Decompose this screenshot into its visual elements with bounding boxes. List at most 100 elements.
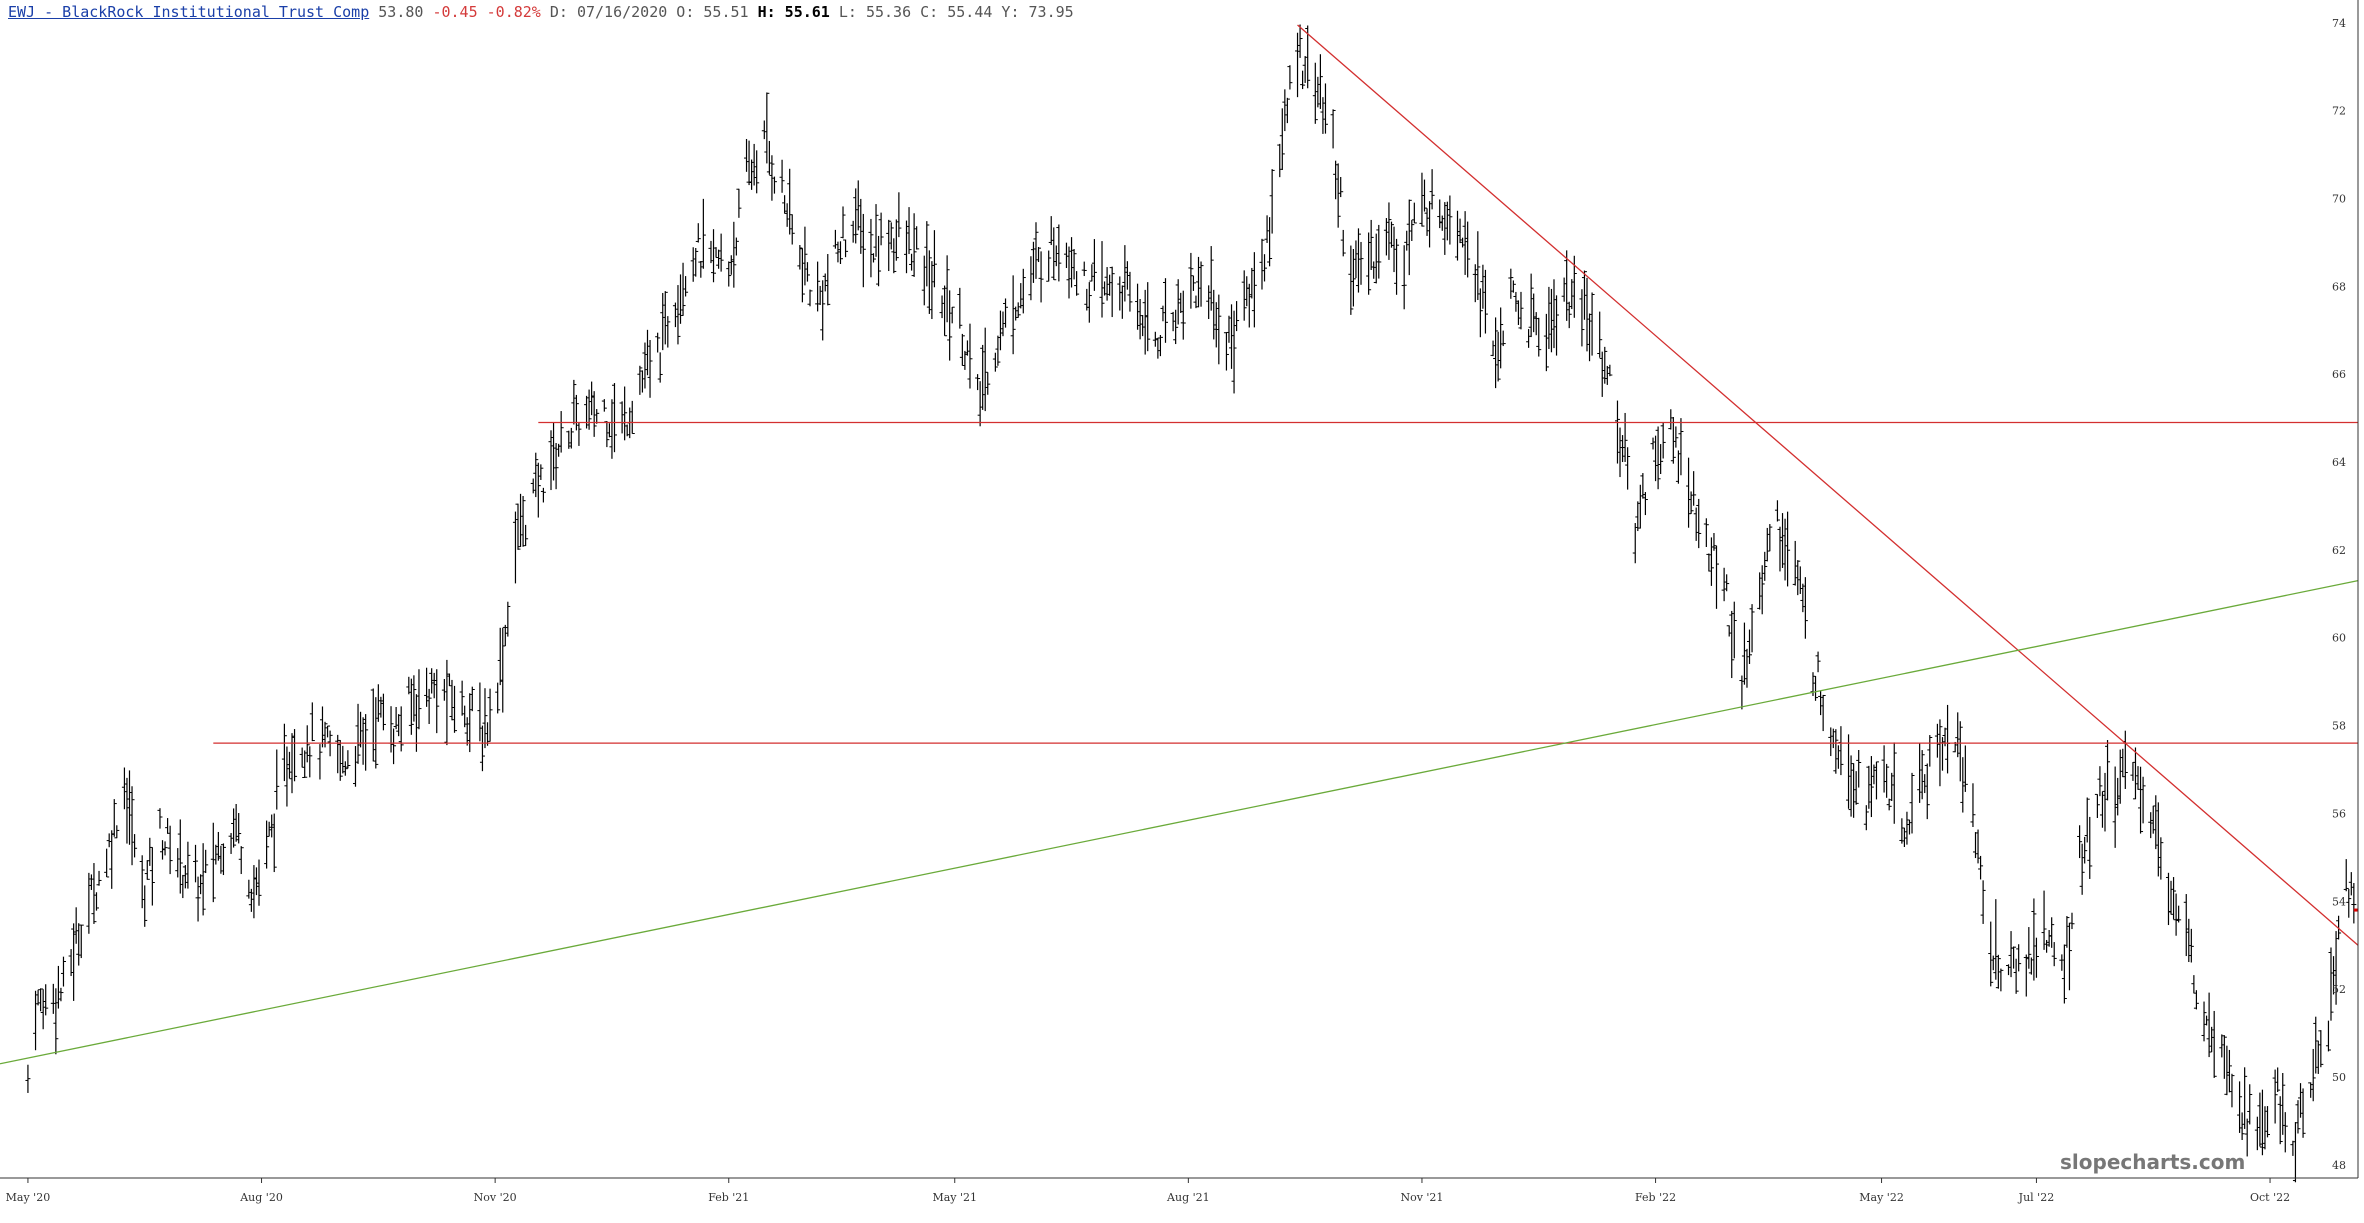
ohlc-bar	[345, 750, 351, 769]
ohlc-bar	[868, 218, 874, 278]
ohlc-bar	[264, 820, 270, 869]
ohlc-bar	[1297, 24, 1303, 58]
ohlc-bar	[1127, 271, 1133, 312]
close-value: 55.44	[947, 3, 993, 21]
ohlc-bar	[576, 422, 582, 446]
date-label: D:	[549, 3, 568, 21]
ohlc-bar	[1317, 54, 1323, 109]
ohlc-bar	[505, 601, 511, 637]
symbol-link[interactable]: EWJ - BlackRock Institutional Trust Comp	[8, 3, 370, 21]
ohlc-bar	[1013, 306, 1019, 321]
ohlc-bar	[2176, 905, 2182, 923]
ohlc-bar	[304, 725, 310, 763]
ohlc-bar	[939, 295, 945, 319]
ohlc-bar	[233, 804, 239, 842]
ohlc-bar	[1104, 267, 1110, 301]
ohlc-bar	[2346, 889, 2352, 918]
ohlc-bar	[1706, 553, 1712, 572]
ohlc-bar	[840, 206, 846, 239]
ohlc-bar	[319, 706, 325, 748]
ohlc-bar	[1188, 252, 1194, 309]
ohlc-bar	[2237, 1081, 2243, 1133]
ohlc-bar	[274, 749, 280, 810]
ohlc-bar	[441, 679, 447, 701]
ohlc-bar	[271, 813, 277, 873]
ohlc-bar	[1518, 291, 1524, 330]
ohlc-bar	[1234, 301, 1240, 332]
ohlc-bar	[452, 685, 458, 733]
ohlc-bar	[926, 250, 932, 314]
y-tick-label: 64	[2332, 456, 2346, 469]
ohlc-bar	[502, 624, 508, 647]
y-tick-label: 66	[2332, 368, 2346, 381]
ohlc-bar	[1696, 498, 1702, 549]
ohlc-bar	[2209, 1026, 2215, 1053]
ohlc-bar	[142, 885, 148, 927]
ohlc-bar	[1998, 968, 2004, 992]
ohlc-bar	[1688, 491, 1694, 515]
ohlc-bar	[1033, 222, 1039, 279]
ohlc-bar	[1871, 764, 1877, 785]
ohlc-bar	[2105, 740, 2111, 801]
ohlc-bar	[462, 705, 468, 728]
ohlc-bar	[1975, 829, 1981, 864]
ohlc-bar	[1579, 289, 1585, 347]
ohlc-bar	[1241, 270, 1247, 321]
ohlc-bar	[553, 442, 559, 490]
y-tick-label: 68	[2332, 280, 2346, 293]
ohlc-bar	[1617, 427, 1623, 478]
ohlc-bar	[1498, 307, 1504, 369]
ohlc-bar	[1851, 763, 1857, 818]
ohlc-bar	[942, 285, 948, 337]
ohlc-bar	[1571, 255, 1577, 318]
ohlc-bar	[1030, 241, 1036, 283]
ohlc-bar	[1320, 97, 1326, 134]
ohlc-bar	[2006, 964, 2012, 976]
ohlc-bar	[1048, 216, 1054, 246]
ohlc-bar	[571, 379, 577, 425]
ohlc-bar	[2148, 812, 2154, 839]
ohlc-bar	[1833, 729, 1839, 774]
x-tick-label: Feb '21	[708, 1191, 749, 1204]
ohlc-bar	[40, 989, 46, 1030]
ohlc-bar	[1081, 261, 1087, 277]
ohlc-bar	[2102, 772, 2108, 832]
ohlc-bar	[1206, 285, 1212, 320]
ohlc-bar	[1607, 364, 1613, 377]
x-tick-label: May '21	[932, 1191, 977, 1204]
ohlc-bar	[180, 874, 186, 899]
ohlc-bar	[947, 290, 953, 361]
ohlc-bar	[1739, 675, 1745, 710]
ohlc-bar	[779, 159, 785, 193]
ohlc-bar	[657, 352, 663, 383]
ohlc-bar	[228, 833, 234, 854]
ohlc-bar	[1724, 574, 1730, 592]
ohlc-bar	[642, 342, 648, 389]
ohlc-bar	[967, 323, 973, 389]
ohlc-bar	[949, 306, 955, 324]
ohlc-bar	[1000, 311, 1006, 337]
ohlc-bar	[533, 452, 539, 498]
ohlc-bar	[1708, 537, 1714, 586]
ohlc-bar	[1795, 560, 1801, 596]
ohlc-bar	[975, 374, 981, 391]
ohlc-bar	[515, 503, 521, 550]
ohlc-bar	[393, 706, 399, 730]
ohlc-bar	[1622, 412, 1628, 462]
ohlc-bar	[837, 241, 843, 265]
ohlc-bar	[878, 212, 884, 246]
ohlc-bar	[2292, 1122, 2298, 1183]
ohlc-bar	[1124, 261, 1130, 290]
close-label: C:	[920, 3, 939, 21]
ohlc-bar	[1160, 305, 1166, 322]
ohlc-bar	[1231, 310, 1237, 394]
ohlc-bar	[2153, 795, 2159, 850]
ohlc-bar	[2272, 1069, 2278, 1124]
ohlc-bar	[1510, 280, 1516, 293]
ohlc-bar	[1071, 249, 1077, 280]
ohlc-bar	[744, 138, 750, 172]
ohlc-bar	[921, 255, 927, 306]
ohlc-bar	[797, 245, 803, 270]
ohlc-bar	[1475, 231, 1481, 301]
ohlc-bar	[1482, 269, 1488, 334]
